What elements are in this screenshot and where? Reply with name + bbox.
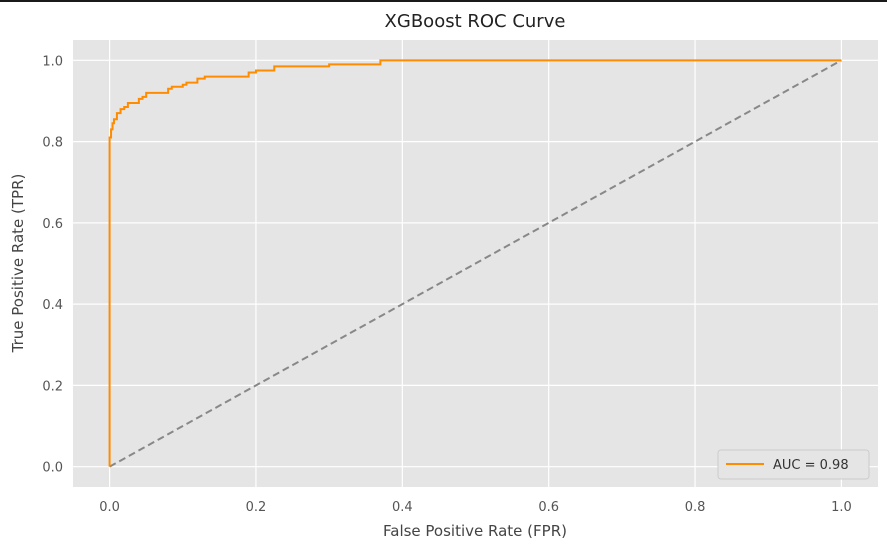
series-layer	[108, 59, 842, 468]
y-tick-label: 0.6	[42, 217, 63, 232]
tick-labels: 0.0 0.2 0.4 0.6 0.8 1.0 0.0 0.2 0.4 0.6 0.8 1.0	[42, 54, 851, 515]
chart-title: XGBoost ROC Curve	[385, 11, 566, 32]
roc-curve-line	[108, 59, 842, 467]
legend-label-auc: AUC = 0.98	[773, 458, 849, 473]
x-tick-label: 0.8	[685, 500, 706, 515]
y-tick-label: 1.0	[42, 54, 63, 69]
y-axis-label: True Positive Rate (TPR)	[9, 174, 27, 354]
y-tick-label: 0.2	[42, 379, 63, 394]
x-tick-label: 1.0	[831, 500, 852, 515]
chance-diagonal-line	[109, 59, 842, 468]
legend-box	[717, 449, 870, 480]
x-tick-label: 0.2	[246, 500, 267, 515]
top-border	[0, 0, 887, 2]
x-axis-label: False Positive Rate (FPR)	[383, 522, 567, 540]
y-tick-label: 0.0	[42, 461, 63, 476]
y-tick-label: 0.4	[42, 298, 63, 313]
x-tick-label: 0.6	[538, 500, 559, 515]
x-tick-label: 0.0	[99, 500, 120, 515]
legend: AUC = 0.98	[717, 449, 870, 480]
x-tick-label: 0.4	[392, 500, 413, 515]
y-tick-label: 0.8	[42, 136, 63, 151]
